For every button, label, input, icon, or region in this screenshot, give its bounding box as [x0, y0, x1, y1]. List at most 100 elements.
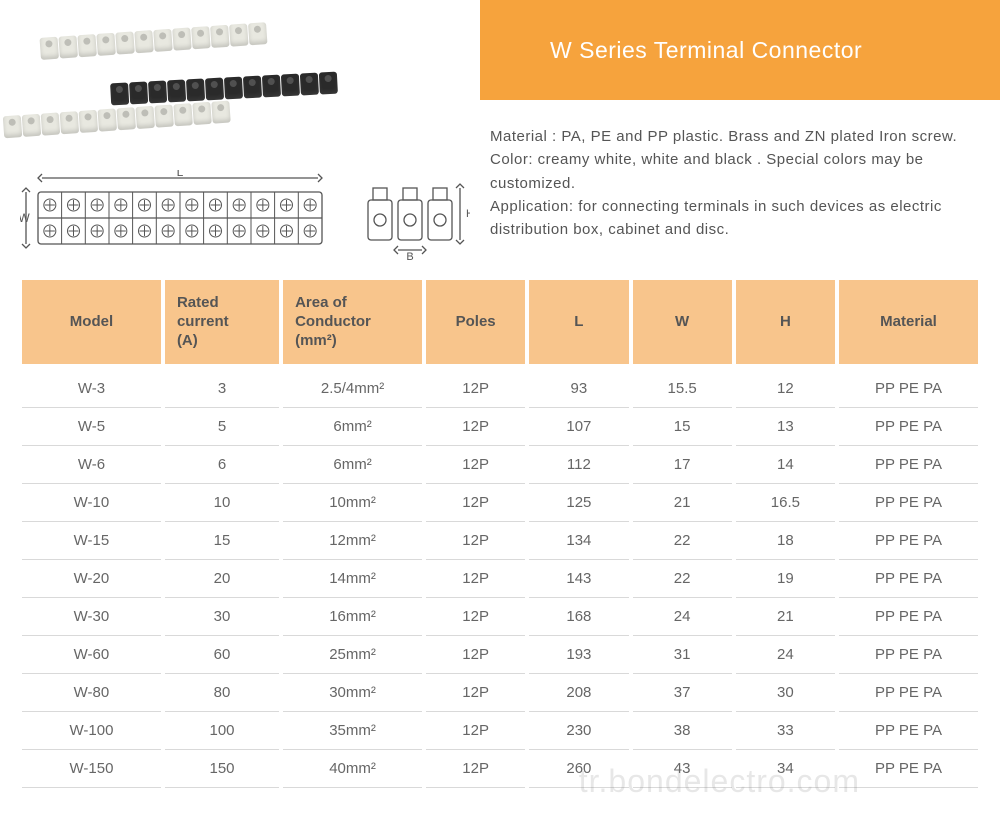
cell-current: 100: [165, 712, 279, 750]
cell-w: 31: [633, 636, 732, 674]
cell-h: 19: [736, 560, 835, 598]
cell-model: W-15: [22, 522, 161, 560]
table-row: W-666mm²12P1121714PP PE PA: [22, 446, 978, 484]
th-h: H: [736, 280, 835, 364]
table-row: W-101010mm²12P1252116.5PP PE PA: [22, 484, 978, 522]
cell-l: 230: [529, 712, 628, 750]
diagram-top-view: L W: [20, 170, 330, 260]
cell-current: 3: [165, 364, 279, 408]
title-banner: W Series Terminal Connector: [480, 0, 1000, 100]
cell-poles: 12P: [426, 446, 525, 484]
th-poles: Poles: [426, 280, 525, 364]
dim-b-label: B: [406, 251, 413, 260]
dim-w-label: W: [20, 211, 30, 225]
table-row: W-202014mm²12P1432219PP PE PA: [22, 560, 978, 598]
th-l: L: [529, 280, 628, 364]
cell-area: 30mm²: [283, 674, 422, 712]
cell-model: W-5: [22, 408, 161, 446]
table-body: W-332.5/4mm²12P9315.512PP PE PAW-556mm²1…: [22, 364, 978, 788]
desc-line: Application: for connecting terminals in…: [490, 195, 970, 242]
table-row: W-303016mm²12P1682421PP PE PA: [22, 598, 978, 636]
cell-area: 12mm²: [283, 522, 422, 560]
cell-current: 30: [165, 598, 279, 636]
cell-area: 14mm²: [283, 560, 422, 598]
spec-table-wrap: Model Ratedcurrent(A) Area ofConductor(m…: [0, 270, 1000, 818]
cell-w: 43: [633, 750, 732, 788]
table-row: W-556mm²12P1071513PP PE PA: [22, 408, 978, 446]
cell-h: 13: [736, 408, 835, 446]
cell-mat: PP PE PA: [839, 408, 978, 446]
cell-poles: 12P: [426, 636, 525, 674]
table-row: W-606025mm²12P1933124PP PE PA: [22, 636, 978, 674]
cell-mat: PP PE PA: [839, 750, 978, 788]
cell-l: 125: [529, 484, 628, 522]
cell-poles: 12P: [426, 712, 525, 750]
th-w: W: [633, 280, 732, 364]
cell-w: 38: [633, 712, 732, 750]
cell-mat: PP PE PA: [839, 560, 978, 598]
table-row: W-151512mm²12P1342218PP PE PA: [22, 522, 978, 560]
cell-l: 143: [529, 560, 628, 598]
diagram-side-view: H B: [360, 170, 470, 260]
cell-h: 12: [736, 364, 835, 408]
cell-current: 15: [165, 522, 279, 560]
cell-model: W-6: [22, 446, 161, 484]
dim-l-label: L: [177, 170, 184, 179]
technical-diagram: L W: [20, 170, 440, 260]
cell-current: 5: [165, 408, 279, 446]
images-and-diagram: L W: [0, 0, 480, 270]
description-block: Material : PA, PE and PP plastic. Brass …: [480, 100, 1000, 261]
cell-current: 80: [165, 674, 279, 712]
title-text: W Series Terminal Connector: [550, 37, 862, 64]
cell-w: 15: [633, 408, 732, 446]
cell-w: 22: [633, 560, 732, 598]
desc-line: Color: creamy white, white and black . S…: [490, 148, 970, 195]
title-and-description: W Series Terminal Connector Material : P…: [480, 0, 1000, 270]
cell-current: 6: [165, 446, 279, 484]
cell-l: 260: [529, 750, 628, 788]
cell-w: 17: [633, 446, 732, 484]
cell-l: 107: [529, 408, 628, 446]
cell-current: 60: [165, 636, 279, 674]
table-row: W-15015040mm²12P2604334PP PE PA: [22, 750, 978, 788]
cell-area: 40mm²: [283, 750, 422, 788]
product-photo: [20, 20, 440, 140]
cell-model: W-60: [22, 636, 161, 674]
cell-w: 24: [633, 598, 732, 636]
cell-w: 22: [633, 522, 732, 560]
cell-current: 10: [165, 484, 279, 522]
cell-mat: PP PE PA: [839, 712, 978, 750]
cell-l: 208: [529, 674, 628, 712]
table-head: Model Ratedcurrent(A) Area ofConductor(m…: [22, 280, 978, 364]
cell-poles: 12P: [426, 560, 525, 598]
cell-w: 37: [633, 674, 732, 712]
th-area: Area ofConductor(mm²): [283, 280, 422, 364]
cell-h: 14: [736, 446, 835, 484]
cell-area: 6mm²: [283, 446, 422, 484]
cell-model: W-80: [22, 674, 161, 712]
cell-h: 30: [736, 674, 835, 712]
cell-mat: PP PE PA: [839, 636, 978, 674]
th-current: Ratedcurrent(A): [165, 280, 279, 364]
cell-h: 16.5: [736, 484, 835, 522]
header-section: L W: [0, 0, 1000, 270]
desc-line: Material : PA, PE and PP plastic. Brass …: [490, 125, 970, 148]
cell-poles: 12P: [426, 364, 525, 408]
cell-model: W-10: [22, 484, 161, 522]
cell-model: W-150: [22, 750, 161, 788]
cell-model: W-3: [22, 364, 161, 408]
th-material: Material: [839, 280, 978, 364]
cell-mat: PP PE PA: [839, 598, 978, 636]
cell-l: 112: [529, 446, 628, 484]
cell-l: 93: [529, 364, 628, 408]
cell-area: 6mm²: [283, 408, 422, 446]
cell-area: 16mm²: [283, 598, 422, 636]
cell-poles: 12P: [426, 484, 525, 522]
cell-w: 21: [633, 484, 732, 522]
cell-area: 35mm²: [283, 712, 422, 750]
cell-mat: PP PE PA: [839, 446, 978, 484]
cell-h: 34: [736, 750, 835, 788]
cell-l: 168: [529, 598, 628, 636]
cell-poles: 12P: [426, 522, 525, 560]
table-row: W-808030mm²12P2083730PP PE PA: [22, 674, 978, 712]
